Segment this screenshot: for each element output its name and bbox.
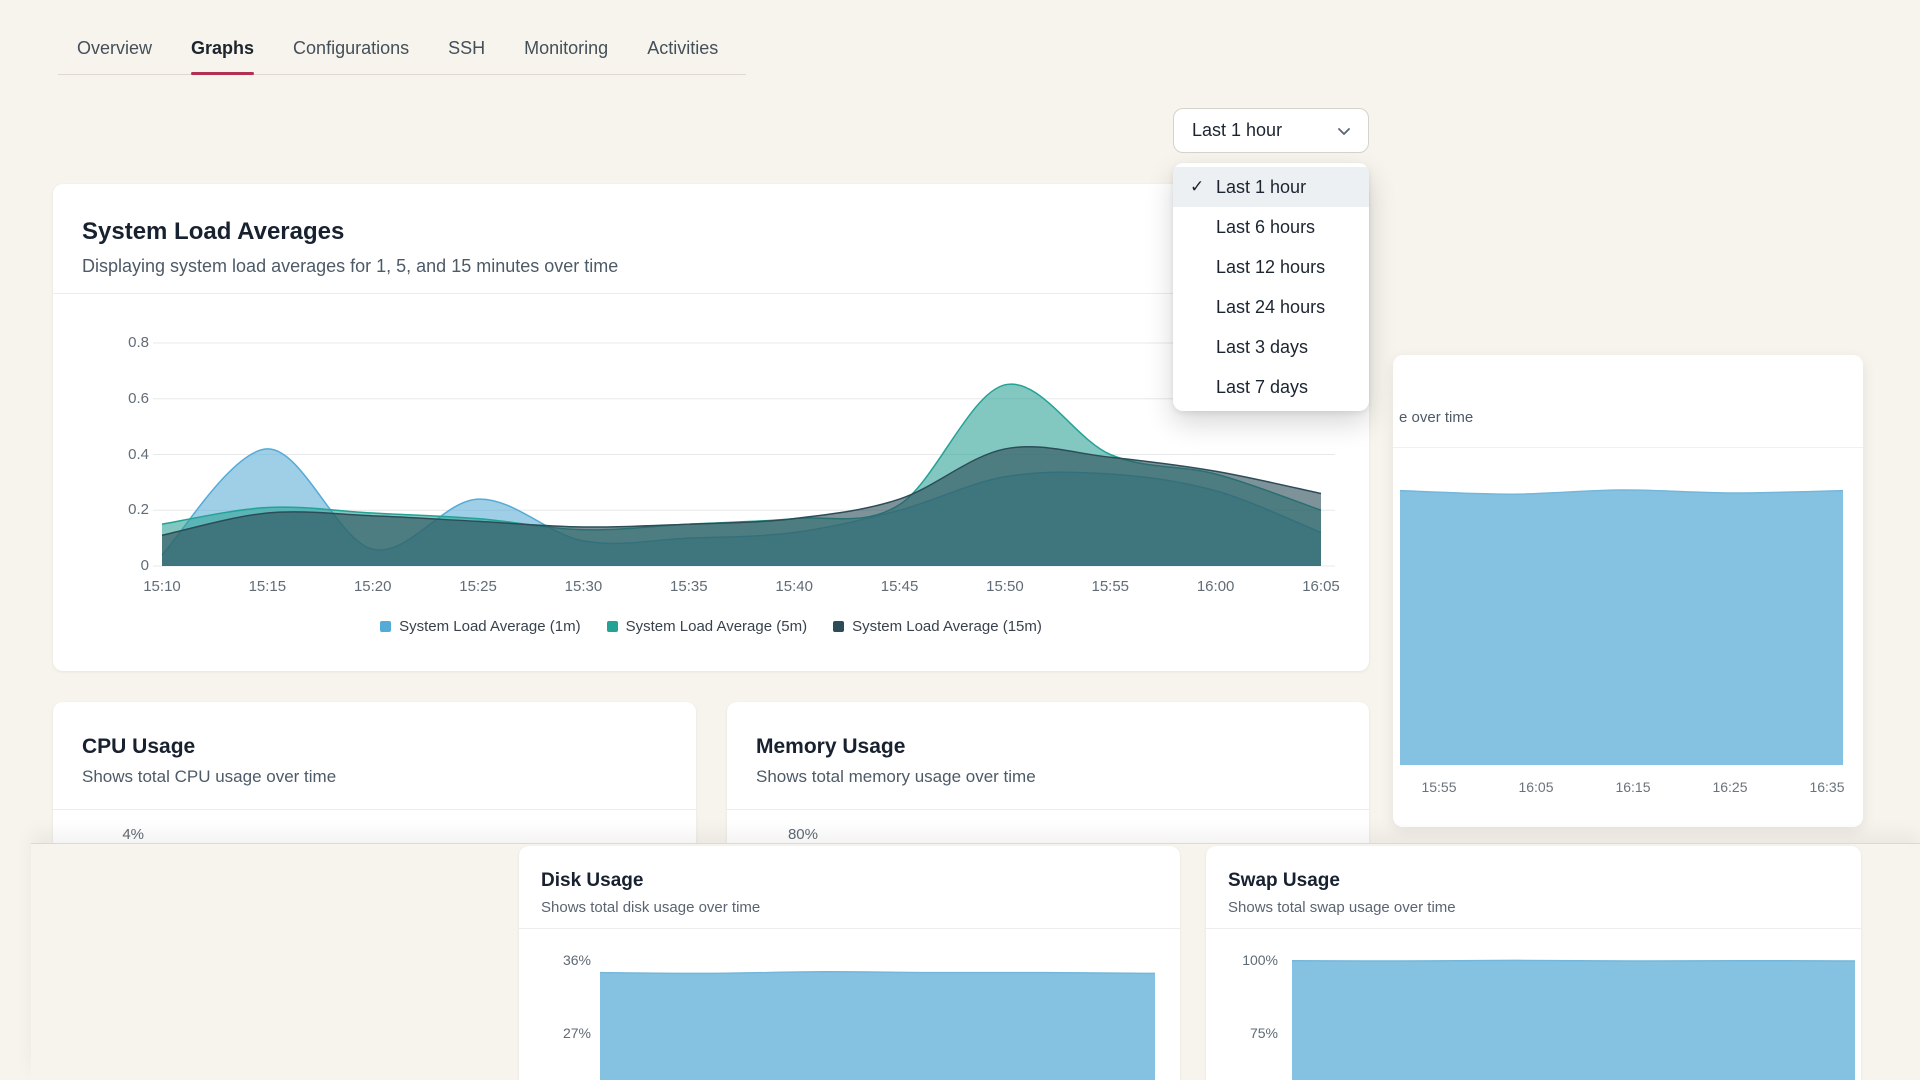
legend-label: System Load Average (5m) [625,618,808,635]
menu-option-last-6-hours[interactable]: Last 6 hours [1173,207,1369,247]
tab-overview[interactable]: Overview [77,38,153,58]
swap-subtitle: Shows total swap usage over time [1228,899,1456,916]
right-card-subtitle-fragment: e over time [1399,409,1474,426]
right-card-divider [1393,447,1863,448]
legend-swatch [833,621,845,632]
menu-option-label: Last 3 days [1216,336,1309,357]
x-tick-label: 15:15 [248,578,287,595]
swap-chart [1292,959,1855,1080]
menu-option-label: Last 7 days [1216,376,1309,397]
tab-ssh[interactable]: SSH [448,38,486,58]
x-tick-label: 15:35 [670,578,708,595]
tab-bar: Overview Graphs Configurations SSH Monitorin… [58,37,747,75]
y-tick-label: 75% [1249,1025,1278,1041]
system-load-legend: System Load Average (1m) System Load Aver… [53,618,1369,635]
cpu-card-header: CPU Usage Shows total CPU usage over tim… [53,702,696,810]
tab-graphs[interactable]: Graphs [191,37,255,75]
system-load-subtitle: Displaying system load averages for 1, 5… [82,256,619,276]
menu-option-last-7-days[interactable]: Last 7 days [1173,367,1369,407]
y-tick-label: 36% [562,952,591,968]
y-tick-label: 0.2 [128,501,149,519]
x-tick-label: 16:05 [1518,779,1554,795]
legend-swatch [606,621,618,632]
y-tick-label: 0.6 [128,389,149,407]
memory-title: Memory Usage [756,735,906,758]
x-tick-label: 15:25 [459,578,497,595]
cpu-subtitle: Shows total CPU usage over time [82,767,337,786]
y-tick-label: 0.4 [128,445,149,463]
memory-subtitle: Shows total memory usage over time [756,767,1036,786]
right-card-chart [1400,489,1843,765]
y-tick-label: 27% [562,1025,591,1041]
swap-title: Swap Usage [1228,870,1340,891]
legend-swatch [380,621,392,632]
check-icon: ✓ [1190,177,1205,196]
y-tick-label: 100% [1242,952,1278,968]
menu-option-label: Last 1 hour [1216,176,1307,197]
legend-label: System Load Average (1m) [399,618,581,635]
y-tick-label: 0.8 [128,334,149,351]
x-tick-label: 15:55 [1421,779,1457,795]
bottom-overlay: Disk Usage Shows total disk usage over t… [31,843,1920,1080]
disk-title: Disk Usage [541,870,644,891]
x-tick-label: 15:20 [353,578,392,595]
disk-subtitle: Shows total disk usage over time [541,899,761,916]
menu-option-last-1-hour[interactable]: ✓ Last 1 hour [1173,167,1369,207]
x-tick-label: 16:05 [1302,578,1340,595]
menu-option-last-24-hours[interactable]: Last 24 hours [1173,287,1369,327]
memory-partial-y-tick: 80% [787,826,818,843]
y-tick-label: 0 [140,557,149,574]
tab-activities[interactable]: Activities [647,38,719,58]
system-load-card: System Load Averages Displaying system l… [53,184,1369,671]
time-range-menu: ✓ Last 1 hour Last 6 hours Last 12 hours Las… [1173,163,1369,411]
tab-monitoring[interactable]: Monitoring [524,38,609,58]
cpu-title: CPU Usage [82,735,196,758]
x-tick-label: 16:00 [1196,578,1235,595]
memory-card-header: Memory Usage Shows total memory usage ov… [727,702,1369,810]
x-tick-label: 15:55 [1091,578,1130,595]
menu-option-label: Last 12 hours [1216,256,1326,277]
system-load-card-header: System Load Averages Displaying system l… [53,184,1369,294]
x-tick-label: 15:45 [880,578,919,595]
x-tick-label: 15:30 [564,578,603,595]
x-tick-label: 15:50 [986,578,1024,595]
disk-usage-card: Disk Usage Shows total disk usage over t… [519,846,1180,1080]
disk-chart [600,971,1155,1080]
menu-option-label: Last 6 hours [1216,216,1316,237]
time-range-select[interactable]: Last 1 hour [1173,108,1369,153]
swap-usage-card: Swap Usage Shows total swap usage over t… [1206,846,1861,1080]
x-tick-label: 16:15 [1615,779,1651,795]
disk-card-header: Disk Usage Shows total disk usage over t… [519,846,1180,929]
x-tick-label: 16:35 [1809,779,1845,795]
legend-item: System Load Average (15m) [833,618,1042,635]
right-partial-card: e over time 15:55 16:05 16:15 16:25 16:35 [1393,355,1863,827]
x-tick-label: 16:25 [1712,779,1748,795]
cpu-partial-y-tick: 4% [122,826,144,843]
x-tick-label: 15:10 [143,578,181,595]
tab-configurations[interactable]: Configurations [293,38,410,58]
swap-card-header: Swap Usage Shows total swap usage over t… [1206,846,1861,929]
menu-option-last-12-hours[interactable]: Last 12 hours [1173,247,1369,287]
legend-label: System Load Average (15m) [852,618,1042,635]
menu-option-last-3-days[interactable]: Last 3 days [1173,327,1369,367]
legend-item: System Load Average (1m) [380,618,581,635]
chevron-down-icon [1338,127,1350,135]
legend-item: System Load Average (5m) [606,618,808,635]
system-load-title: System Load Averages [82,218,345,245]
time-range-selected-label: Last 1 hour [1192,120,1283,140]
system-load-chart [153,342,1335,567]
x-tick-label: 15:40 [775,578,813,595]
menu-option-label: Last 24 hours [1216,296,1326,317]
